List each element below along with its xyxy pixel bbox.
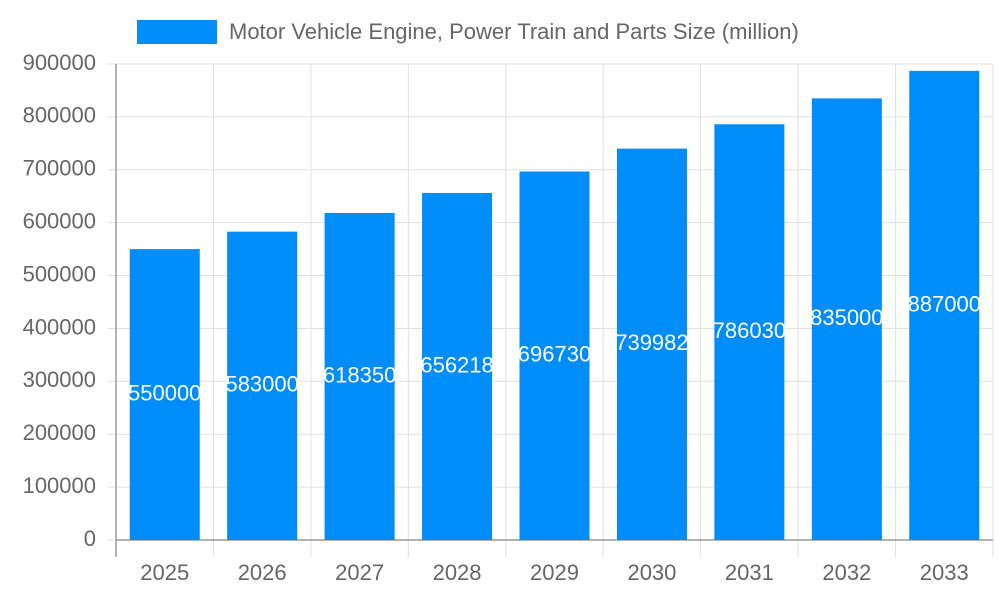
y-tick-label: 400000: [23, 314, 96, 339]
y-tick-label: 0: [84, 526, 96, 551]
x-tick-label: 2028: [433, 560, 482, 585]
legend-swatch: [137, 20, 217, 44]
data-label: 583000: [225, 372, 298, 397]
y-tick-label: 600000: [23, 208, 96, 233]
y-tick-label: 200000: [23, 420, 96, 445]
bar: [909, 70, 980, 541]
x-tick-label: 2025: [140, 560, 189, 585]
bar: [616, 148, 687, 540]
data-label: 835000: [810, 305, 883, 330]
x-tick-label: 2027: [335, 560, 384, 585]
data-label: 550000: [128, 380, 201, 405]
data-label: 887000: [908, 291, 981, 316]
bar: [324, 212, 395, 541]
x-tick-label: 2031: [725, 560, 774, 585]
data-label: 786030: [713, 318, 786, 343]
x-tick-label: 2029: [530, 560, 579, 585]
data-label: 618350: [323, 362, 396, 387]
legend-label: Motor Vehicle Engine, Power Train and Pa…: [229, 19, 799, 44]
y-tick-label: 500000: [23, 261, 96, 286]
data-label: 696730: [518, 342, 591, 367]
bar: [714, 124, 785, 540]
bar: [519, 171, 590, 540]
y-tick-label: 300000: [23, 367, 96, 392]
bar: [227, 231, 298, 540]
y-tick-label: 100000: [23, 473, 96, 498]
data-label: 656218: [420, 352, 493, 377]
bar: [811, 98, 882, 540]
y-tick-label: 700000: [23, 156, 96, 181]
data-label: 739982: [615, 330, 688, 355]
x-tick-label: 2026: [238, 560, 287, 585]
x-tick-label: 2032: [822, 560, 871, 585]
x-tick-label: 2033: [920, 560, 969, 585]
y-tick-label: 800000: [23, 103, 96, 128]
bar: [129, 249, 200, 540]
x-tick-label: 2030: [627, 560, 676, 585]
y-tick-label: 900000: [23, 50, 96, 75]
bar: [422, 192, 493, 540]
